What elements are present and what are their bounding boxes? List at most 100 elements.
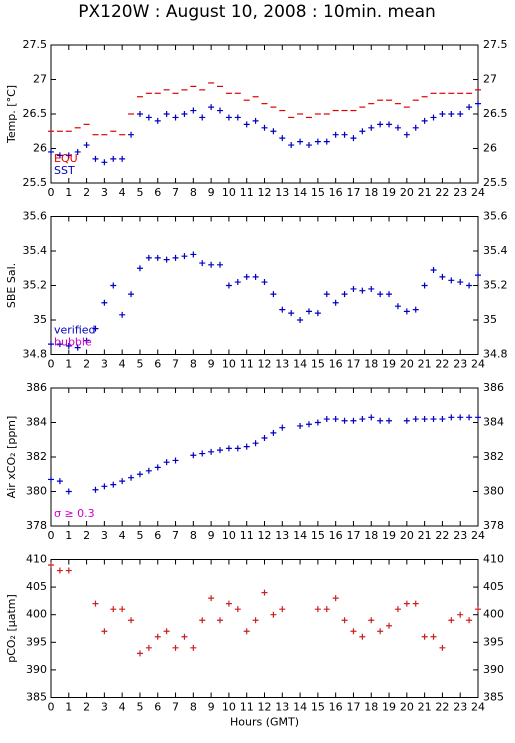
y-tick-label: 35 (33, 313, 47, 326)
x-tick-label: 19 (382, 186, 396, 199)
x-tick-label: 15 (311, 186, 325, 199)
x-tick-label: 16 (329, 529, 343, 542)
data-point (377, 121, 384, 128)
data-point (190, 107, 197, 114)
data-point (225, 600, 232, 607)
data-point (128, 617, 135, 624)
x-tick-label: 24 (471, 358, 485, 371)
legend-label: bubble (54, 336, 92, 349)
data-point (386, 291, 393, 298)
data-point (136, 111, 143, 117)
data-point (359, 287, 366, 294)
x-tick-label: 6 (154, 701, 161, 714)
x-tick-label: 6 (154, 358, 161, 371)
data-point (172, 644, 179, 651)
y-tick-label-right: 26 (483, 142, 497, 155)
x-tick-label: 18 (364, 529, 378, 542)
data-point (48, 476, 54, 483)
data-point (359, 128, 366, 135)
data-point (261, 124, 268, 131)
data-point (199, 450, 206, 457)
data-point (430, 633, 437, 640)
data-point (65, 567, 72, 574)
data-point (448, 617, 455, 624)
x-tick-label: 11 (240, 186, 254, 199)
data-point (199, 114, 206, 121)
data-point (475, 100, 481, 107)
x-tick-label: 16 (329, 358, 343, 371)
data-point (448, 414, 455, 421)
x-tick-label: 13 (275, 186, 289, 199)
data-point (128, 474, 135, 481)
data-point (56, 567, 63, 574)
y-tick-label-right: 405 (483, 580, 504, 593)
x-tick-label: 18 (364, 358, 378, 371)
data-point (243, 628, 250, 635)
data-point (359, 416, 366, 423)
x-tick-label: 6 (154, 186, 161, 199)
data-point (101, 628, 108, 635)
data-point (119, 311, 126, 318)
y-tick-label: 378 (26, 519, 47, 532)
x-tick-label: 18 (364, 701, 378, 714)
x-tick-label: 14 (293, 529, 307, 542)
x-tick-label: 21 (418, 529, 432, 542)
x-tick-label: 16 (329, 186, 343, 199)
x-tick-label: 0 (48, 186, 55, 199)
data-point (119, 606, 126, 613)
data-point (350, 285, 357, 292)
data-point (368, 285, 375, 292)
data-point (341, 617, 348, 624)
data-point (403, 131, 410, 138)
data-point (217, 261, 224, 268)
data-point (412, 416, 419, 423)
data-point (217, 107, 224, 114)
data-point (261, 435, 268, 442)
data-point (394, 303, 401, 310)
data-point (386, 622, 393, 629)
x-tick-label: 5 (136, 358, 143, 371)
x-tick-label: 0 (48, 529, 55, 542)
data-point (421, 416, 428, 423)
data-point (305, 142, 312, 149)
data-point (48, 341, 54, 348)
x-tick-label: 7 (172, 186, 179, 199)
data-point (48, 148, 54, 155)
data-point (92, 486, 99, 493)
x-tick-label: 7 (172, 529, 179, 542)
x-tick-label: 19 (382, 358, 396, 371)
data-point (448, 111, 455, 117)
data-point (323, 291, 330, 298)
x-tick-label: 10 (222, 701, 236, 714)
x-tick-label: 8 (190, 529, 197, 542)
data-point (270, 291, 277, 298)
x-tick-label: 23 (453, 529, 467, 542)
data-point (332, 131, 339, 138)
y-tick-label: 395 (26, 635, 47, 648)
data-point (243, 443, 250, 450)
data-point (350, 135, 357, 142)
data-point (136, 471, 143, 478)
x-tick-label: 2 (83, 186, 90, 199)
x-tick-label: 8 (190, 358, 197, 371)
x-tick-label: 0 (48, 701, 55, 714)
data-point (163, 111, 170, 117)
y-tick-label-right: 380 (483, 485, 504, 498)
y-tick-label: 27 (33, 73, 47, 86)
y-tick-label: 410 (26, 553, 47, 566)
x-tick-label: 22 (435, 529, 449, 542)
x-tick-label: 2 (83, 529, 90, 542)
data-point (136, 265, 143, 272)
data-point (261, 279, 268, 286)
y-tick-label-right: 26.5 (483, 107, 508, 120)
data-point (466, 282, 473, 289)
x-tick-label: 8 (190, 186, 197, 199)
data-point (190, 452, 197, 459)
x-tick-label: 5 (136, 701, 143, 714)
y-tick-label-right: 27 (483, 73, 497, 86)
data-point (323, 138, 330, 145)
data-point (234, 114, 241, 121)
y-tick-label-right: 390 (483, 663, 504, 676)
data-point (199, 260, 206, 267)
y-tick-label-right: 25.5 (483, 176, 508, 189)
